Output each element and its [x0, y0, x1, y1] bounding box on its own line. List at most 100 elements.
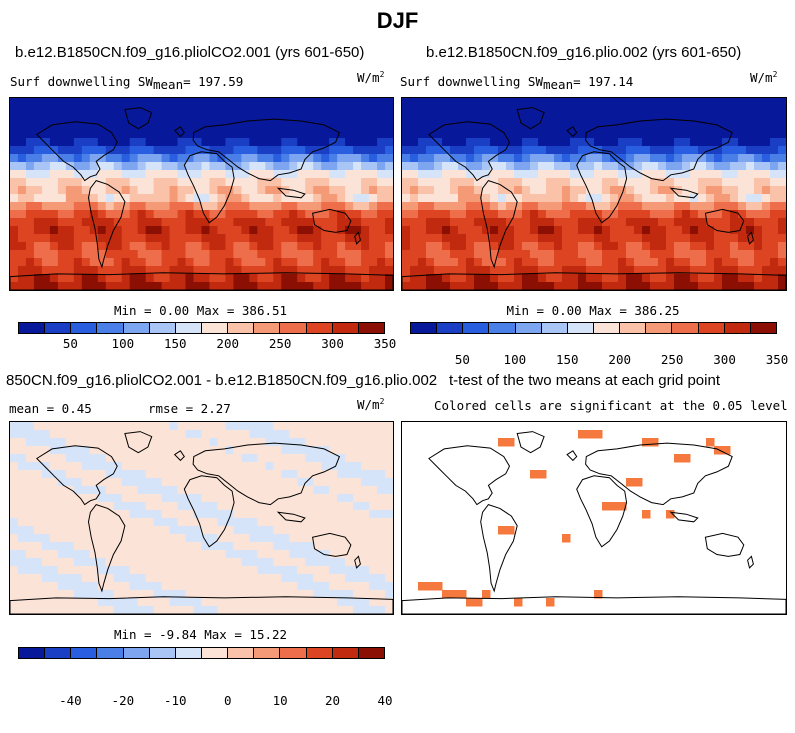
field-cell — [690, 282, 699, 290]
field-cell — [466, 122, 475, 131]
field-cell — [105, 446, 115, 455]
field-cell — [289, 494, 298, 503]
field-cell — [305, 106, 314, 115]
colorbar-swatch — [724, 323, 751, 333]
field-cell — [706, 122, 715, 131]
field-cell — [642, 162, 651, 171]
field-cell — [305, 186, 314, 195]
field-cell — [377, 598, 386, 607]
field-cell — [474, 138, 483, 147]
field-cell — [49, 510, 59, 519]
field-cell — [97, 202, 107, 211]
field-cell — [89, 266, 99, 275]
field-cell — [754, 138, 763, 147]
field-cell — [97, 462, 107, 471]
field-cell — [41, 226, 51, 235]
field-cell — [466, 106, 475, 115]
field-cell — [201, 566, 211, 575]
field-cell — [626, 130, 635, 139]
field-cell — [337, 478, 346, 487]
field-cell — [698, 138, 707, 147]
field-cell — [17, 446, 27, 455]
field-cell — [650, 282, 659, 290]
field-cell — [25, 282, 35, 290]
field-cell — [57, 194, 67, 203]
field-cell — [618, 218, 627, 227]
field-cell — [113, 606, 123, 614]
field-cell — [682, 194, 691, 203]
field-cell — [402, 226, 411, 235]
field-cell — [305, 470, 314, 479]
field-cell — [474, 274, 483, 283]
field-cell — [105, 114, 115, 123]
field-cell — [145, 478, 155, 487]
field-cell — [578, 202, 587, 211]
field-cell — [145, 266, 155, 275]
field-cell — [217, 146, 227, 155]
field-cell — [353, 114, 362, 123]
field-cell — [329, 122, 338, 131]
field-cell — [522, 178, 531, 187]
field-cell — [281, 154, 290, 163]
field-cell — [185, 250, 195, 259]
field-cell — [265, 582, 274, 591]
field-cell — [674, 218, 683, 227]
field-cell — [658, 146, 667, 155]
field-cell — [434, 186, 443, 195]
field-cell — [345, 114, 354, 123]
field-cell — [249, 518, 258, 527]
field-cell — [217, 606, 227, 614]
field-cell — [329, 210, 338, 219]
field-cell — [442, 106, 451, 115]
field-cell — [626, 138, 635, 147]
field-cell — [121, 146, 131, 155]
colorbar-bottom-left — [18, 647, 385, 659]
field-cell — [402, 106, 411, 115]
field-cell — [474, 266, 483, 275]
field-cell — [369, 194, 378, 203]
field-cell — [265, 550, 274, 559]
field-cell — [385, 518, 393, 527]
field-cell — [41, 122, 51, 131]
field-cell — [289, 242, 298, 251]
field-cell — [490, 194, 499, 203]
field-cell — [185, 502, 195, 511]
field-cell — [329, 494, 338, 503]
field-cell — [313, 210, 322, 219]
field-cell — [522, 146, 531, 155]
field-cell — [377, 454, 386, 463]
field-cell — [193, 138, 203, 147]
field-cell — [442, 250, 451, 259]
field-cell — [129, 510, 139, 519]
field-cell — [522, 266, 531, 275]
field-cell — [273, 422, 282, 431]
field-cell — [73, 218, 83, 227]
field-cell — [289, 178, 298, 187]
field-cell — [345, 194, 354, 203]
field-cell — [129, 282, 139, 290]
field-cell — [329, 446, 338, 455]
field-cell — [738, 178, 747, 187]
colorbar-swatch — [123, 323, 150, 333]
field-cell — [690, 194, 699, 203]
coastline-segment — [36, 445, 118, 506]
field-cell — [249, 430, 258, 439]
field-cell — [402, 162, 411, 171]
field-cell — [17, 282, 27, 290]
field-cell — [17, 146, 27, 155]
field-cell — [241, 186, 250, 195]
colorbar-swatch — [175, 323, 202, 333]
field-cell — [217, 178, 227, 187]
field-cell — [113, 250, 123, 259]
field-cell — [377, 430, 386, 439]
field-cell — [33, 202, 43, 211]
field-cell — [514, 250, 523, 259]
field-cell — [137, 154, 147, 163]
field-cell — [482, 202, 491, 211]
field-cell — [402, 98, 411, 107]
field-cell — [554, 154, 563, 163]
field-cell — [185, 106, 195, 115]
field-cell — [490, 226, 499, 235]
field-cell — [185, 242, 195, 251]
field-cell — [225, 590, 235, 599]
